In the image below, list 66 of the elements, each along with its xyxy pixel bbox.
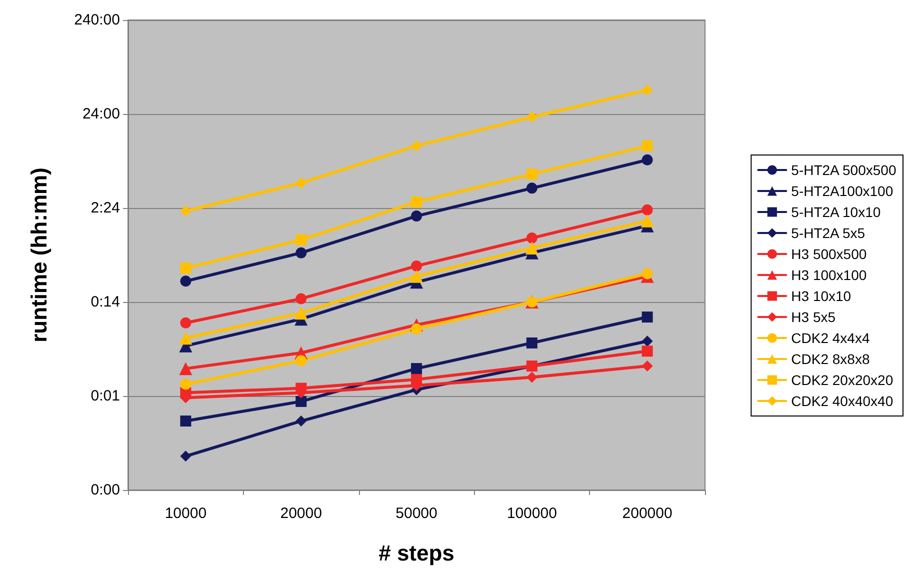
point [180,450,192,462]
point [180,416,192,427]
point [410,270,423,283]
legend-label: H3 5x5 [791,309,836,325]
point [296,396,307,407]
point [180,276,192,287]
legend-label: 5-HT2A 10x10 [791,204,881,220]
point [526,182,538,194]
x-axis-title: # steps [378,540,454,566]
point [296,177,307,188]
point [296,247,307,258]
point [296,234,307,246]
legend-label: 5-HT2A 500x500 [791,162,896,178]
point [526,337,538,348]
legend-label: CDK2 8x8x8 [791,351,870,367]
point [642,140,653,152]
point [411,323,422,334]
point [296,355,307,366]
y-tick-label: 2:24 [90,200,120,216]
point [411,260,422,272]
point [411,196,422,208]
x-tick-label: 20000 [280,505,322,522]
legend-label: 5-HT2A 5x5 [791,225,866,241]
legend-label: CDK2 20x20x20 [791,372,894,388]
legend-label: 5-HT2A100x100 [791,183,894,199]
point [180,317,192,328]
point [180,262,192,274]
point [525,242,538,255]
legend-label: CDK2 40x40x40 [791,393,894,409]
legend-label: H3 100x100 [791,267,867,283]
legend-label: CDK2 4x4x4 [791,330,870,346]
legend-label: H3 500x500 [791,246,867,262]
point [642,204,653,216]
x-tick-label: 10000 [164,505,207,522]
point [526,112,538,122]
point [294,306,308,320]
point [642,268,653,280]
point [180,206,192,216]
point [411,210,422,222]
point [642,360,653,372]
point [526,232,538,244]
x-tick-label: 50000 [396,505,438,522]
y-tick-label: 24:00 [82,106,120,122]
point [526,168,538,180]
point [642,312,653,323]
point [640,214,654,228]
legend-label: H3 10x10 [791,288,852,304]
y-axis-title: runtime (hh:mm) [26,168,52,342]
x-tick-label: 100000 [506,505,557,522]
point [296,293,307,304]
x-tick-label: 200000 [622,505,672,522]
point [642,84,653,96]
point [642,154,653,166]
point [411,363,422,374]
point [642,346,653,357]
point [411,140,422,152]
y-tick-label: 0:00 [90,482,120,498]
y-tick-label: 240:00 [74,12,120,28]
point [180,378,192,390]
point [642,336,653,347]
y-tick-label: 0:01 [90,388,120,404]
point [526,372,538,383]
point [179,332,192,345]
y-tick-label: 0:14 [90,294,120,310]
point [296,416,307,427]
point [179,362,192,376]
